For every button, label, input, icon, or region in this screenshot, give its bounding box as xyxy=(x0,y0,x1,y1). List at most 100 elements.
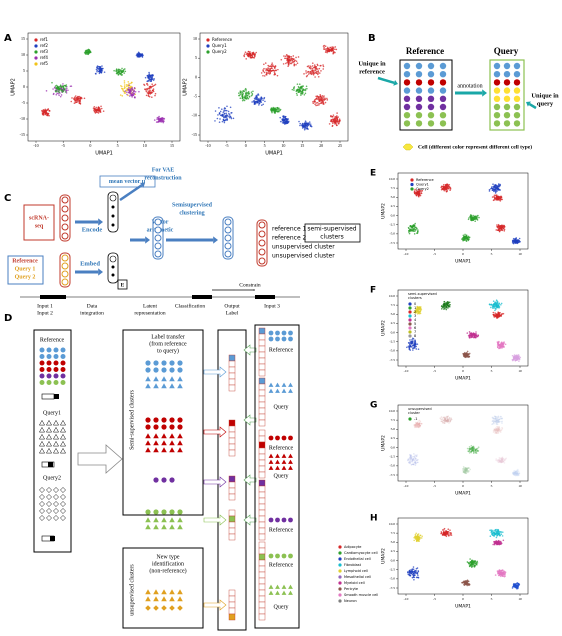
cell-point xyxy=(494,314,496,316)
transfer-arrow xyxy=(203,426,227,438)
cell-point xyxy=(468,331,471,333)
cell-point xyxy=(48,114,50,117)
x-tick-label: 15 xyxy=(170,143,174,148)
cell-point xyxy=(488,303,491,306)
cell-point xyxy=(324,51,327,53)
cell-point xyxy=(264,100,266,103)
cell-point xyxy=(258,102,261,105)
cell-point xyxy=(88,48,91,51)
dot xyxy=(403,112,411,119)
cell-point xyxy=(147,92,150,95)
cell-point xyxy=(133,89,135,92)
x-tick-label: 5 xyxy=(491,252,493,256)
cell-point xyxy=(500,573,503,576)
legend-label: Query2 xyxy=(416,187,429,191)
box xyxy=(122,329,204,516)
triangle xyxy=(169,376,175,382)
cell-point xyxy=(318,104,320,106)
cell-point xyxy=(220,114,223,117)
cell-point xyxy=(320,64,322,67)
cell-point xyxy=(413,343,415,345)
cell-point xyxy=(291,57,294,60)
dot xyxy=(46,380,52,385)
x-tick-label: -5 xyxy=(433,252,436,256)
legend-label: Smooth muscle cell xyxy=(344,593,378,597)
cell-point xyxy=(501,535,504,537)
dot xyxy=(153,367,159,373)
cell-slot xyxy=(228,384,236,392)
cell-point xyxy=(318,100,320,102)
cell-point xyxy=(412,225,414,228)
node xyxy=(258,221,266,229)
cell-point xyxy=(321,94,324,97)
dot xyxy=(403,103,411,111)
cell-point xyxy=(411,570,414,573)
transfer-arrow xyxy=(203,599,227,611)
cell-point xyxy=(315,95,317,98)
cell-point xyxy=(417,195,420,197)
cell-point xyxy=(238,94,240,97)
cell-point xyxy=(463,470,465,473)
cell-point xyxy=(499,431,502,433)
cell-point xyxy=(502,225,505,228)
dot xyxy=(275,553,280,559)
cell-point xyxy=(65,92,68,94)
cell-point xyxy=(330,119,333,122)
node xyxy=(224,218,232,226)
cell-point xyxy=(332,46,335,49)
cell-point xyxy=(441,185,443,188)
dot xyxy=(403,62,411,70)
label: Reference xyxy=(269,561,294,568)
cell-point xyxy=(291,61,294,64)
dot xyxy=(503,103,511,111)
cell-point xyxy=(319,95,322,98)
cell-point xyxy=(306,127,309,130)
cell-point xyxy=(414,340,417,343)
cell-point xyxy=(445,185,447,188)
cell-point xyxy=(467,353,470,356)
cell-point xyxy=(60,89,63,92)
cell-point xyxy=(321,101,324,103)
dot xyxy=(513,103,521,111)
cell-point xyxy=(325,48,327,50)
triangle xyxy=(177,440,183,446)
cell-point xyxy=(287,62,290,65)
dot xyxy=(427,87,435,94)
cell-point xyxy=(494,303,497,306)
cell-point xyxy=(130,94,133,97)
cell-point xyxy=(273,71,276,73)
legend-marker xyxy=(338,551,342,555)
y-tick-label: 0 xyxy=(23,84,25,89)
panel-label: B xyxy=(368,33,376,44)
cell-point xyxy=(147,87,149,90)
cell-point xyxy=(296,94,298,96)
cell-point xyxy=(263,75,266,77)
diamond xyxy=(53,494,59,500)
box xyxy=(33,329,72,553)
cell-point xyxy=(73,98,76,101)
line xyxy=(119,184,143,202)
cell-point xyxy=(421,189,424,192)
cell-point xyxy=(493,316,496,318)
arrow-head xyxy=(393,79,398,86)
cell-point xyxy=(413,344,415,347)
cell-point xyxy=(95,106,98,109)
label: semi-supervised xyxy=(307,226,356,233)
cell-point xyxy=(470,215,473,217)
x-tick-label: 0 xyxy=(462,484,464,488)
label: Unique in xyxy=(531,92,559,99)
cell-point xyxy=(496,229,499,231)
arrow-head xyxy=(140,182,145,188)
dot xyxy=(268,336,274,342)
cell-point xyxy=(468,355,470,358)
dot xyxy=(439,103,447,111)
cell-point xyxy=(413,453,415,455)
cell-point xyxy=(491,529,494,532)
dot xyxy=(46,347,52,353)
dot xyxy=(53,373,59,379)
cell-slot xyxy=(228,607,236,615)
cell-point xyxy=(517,473,520,475)
dot xyxy=(493,87,501,94)
triangle xyxy=(161,433,167,439)
cell-point xyxy=(242,90,245,93)
